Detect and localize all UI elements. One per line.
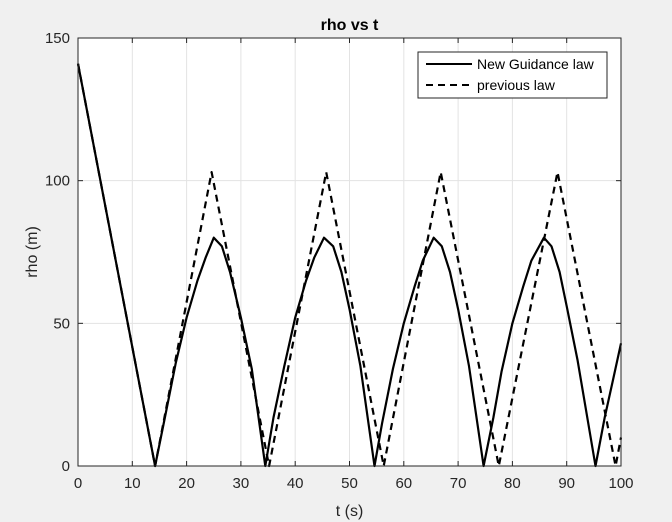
- x-tick-label: 20: [178, 475, 195, 492]
- legend: New Guidance law previous law: [417, 51, 608, 99]
- y-axis-label: rho (m): [24, 226, 41, 278]
- x-tick-label: 40: [287, 475, 304, 492]
- legend-box: [417, 51, 608, 99]
- axis-ticks: 0 10 20 30 40 50 60 70 80 90 100 0 50 100 150: [45, 30, 634, 492]
- y-tick-label: 0: [62, 458, 70, 475]
- x-tick-label: 30: [233, 475, 250, 492]
- x-tick-label: 50: [341, 475, 358, 492]
- y-tick-label: 150: [45, 30, 70, 47]
- legend-label-new-guidance-law: New Guidance law: [477, 56, 595, 72]
- y-tick-label: 100: [45, 173, 70, 190]
- legend-label-previous-law: previous law: [477, 77, 556, 93]
- y-tick-label: 50: [53, 315, 70, 332]
- x-tick-label: 60: [395, 475, 412, 492]
- series-layer: [76, 63, 623, 468]
- x-tick-label: 70: [450, 475, 467, 492]
- x-tick-label: 0: [74, 475, 82, 492]
- x-tick-label: 100: [608, 475, 633, 492]
- chart-title: rho vs t: [321, 17, 379, 34]
- series-line-previous-law: [76, 63, 623, 468]
- x-tick-label: 10: [124, 475, 141, 492]
- x-axis-label: t (s): [336, 503, 364, 520]
- x-tick-label: 80: [504, 475, 521, 492]
- x-tick-label: 90: [558, 475, 575, 492]
